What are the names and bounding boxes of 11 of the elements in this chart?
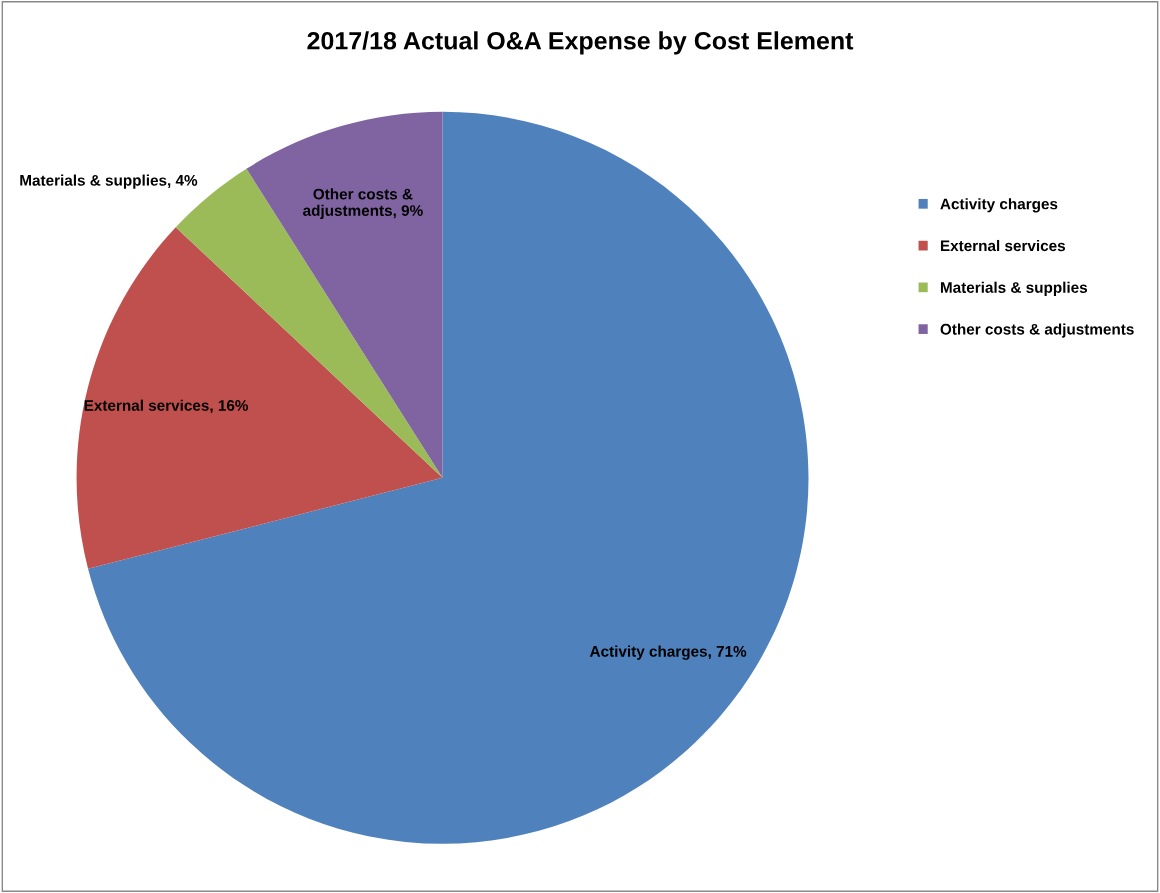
legend-label: Materials & supplies	[940, 281, 1088, 296]
data-label: Activity charges, 71%	[589, 645, 747, 660]
legend-label: Other costs & adjustments	[940, 323, 1134, 338]
data-label: Materials & supplies, 4%	[20, 174, 198, 189]
legend-label: Activity charges	[940, 198, 1058, 213]
pie-slice	[246, 111, 443, 478]
chart-title: 2017/18 Actual O&A Expense by Cost Element	[307, 31, 854, 55]
data-label: Other costs & adjustments, 9%	[303, 188, 423, 219]
data-label: External services, 16%	[84, 399, 249, 414]
legend-label: External services	[940, 239, 1066, 252]
pie-slice	[76, 227, 443, 569]
